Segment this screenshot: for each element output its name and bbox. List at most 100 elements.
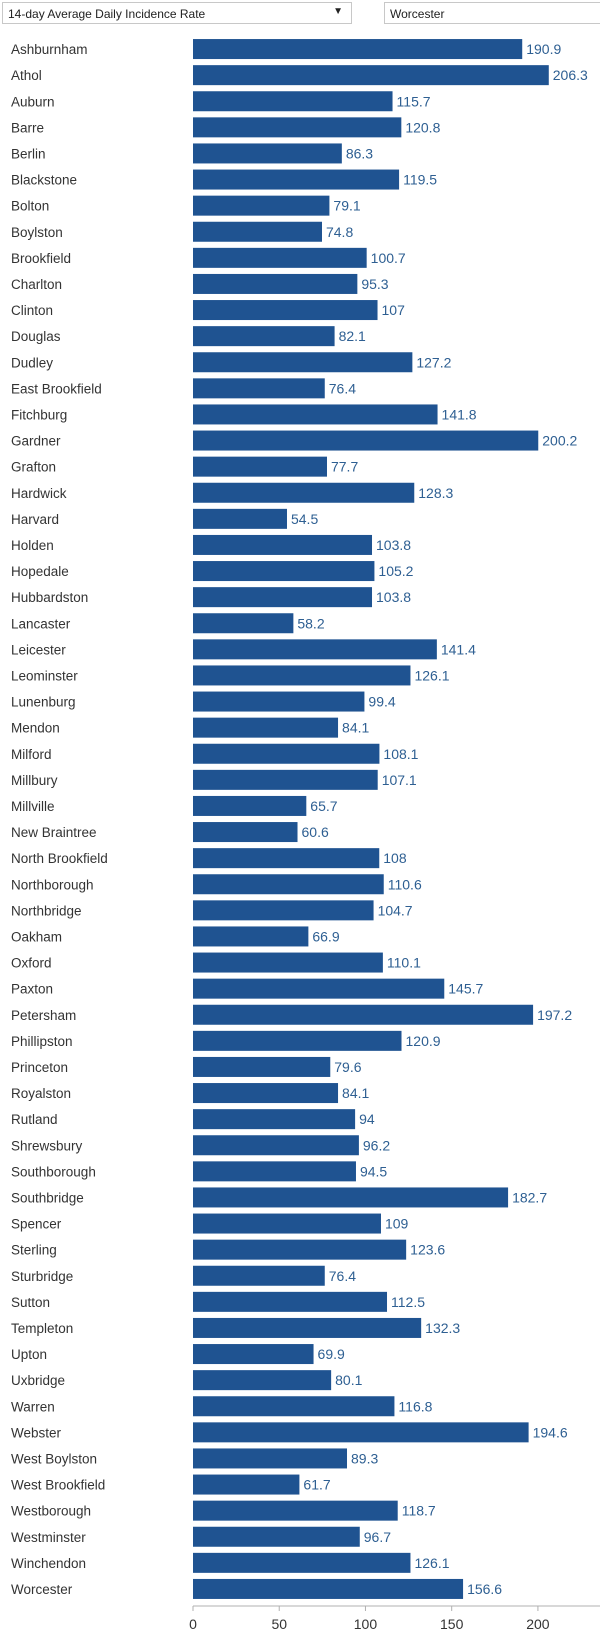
value-label: 100.7 [371, 250, 406, 266]
bar[interactable] [193, 482, 415, 503]
bar[interactable] [193, 221, 322, 242]
bar[interactable] [193, 169, 400, 190]
bar[interactable] [193, 795, 307, 816]
bar[interactable] [193, 1578, 464, 1599]
bar[interactable] [193, 639, 437, 660]
bar[interactable] [193, 39, 523, 60]
bar[interactable] [193, 65, 549, 86]
category-label: Northborough [11, 877, 94, 892]
x-tick-label: 200 [526, 1616, 550, 1632]
value-label: 79.6 [334, 1059, 361, 1075]
bar[interactable] [193, 1109, 356, 1130]
category-label: Ashburnham [11, 42, 88, 57]
value-label: 107.1 [382, 772, 417, 788]
bar[interactable] [193, 300, 378, 321]
bar[interactable] [193, 352, 413, 373]
bar[interactable] [193, 508, 287, 529]
bar[interactable] [193, 1291, 388, 1312]
bar[interactable] [193, 587, 373, 608]
value-label: 116.8 [398, 1398, 432, 1414]
bar[interactable] [193, 404, 438, 425]
category-label: Millville [11, 799, 55, 814]
bar[interactable] [193, 195, 330, 216]
bar[interactable] [193, 769, 378, 790]
category-label: Hopedale [11, 564, 69, 579]
category-label: Brookfield [11, 251, 71, 266]
bar[interactable] [193, 900, 374, 921]
category-label: Sturbridge [11, 1269, 73, 1284]
bar[interactable] [193, 378, 325, 399]
bar[interactable] [193, 1187, 509, 1208]
bar[interactable] [193, 1422, 529, 1443]
category-label: Boylston [11, 225, 63, 240]
value-label: 108 [383, 850, 407, 866]
bar[interactable] [193, 247, 367, 268]
category-label: East Brookfield [11, 381, 102, 396]
bar[interactable] [193, 561, 375, 582]
bar[interactable] [193, 430, 539, 451]
bar[interactable] [193, 1083, 339, 1104]
value-label: 182.7 [512, 1189, 547, 1205]
bar[interactable] [193, 926, 309, 947]
bar[interactable] [193, 848, 380, 869]
bar[interactable] [193, 822, 298, 843]
bar[interactable] [193, 1370, 332, 1391]
value-label: 76.4 [329, 1268, 356, 1284]
bar[interactable] [193, 1161, 356, 1182]
value-label: 76.4 [329, 380, 356, 396]
value-label: 66.9 [312, 928, 339, 944]
bar[interactable] [193, 1317, 422, 1338]
bar[interactable] [193, 326, 335, 347]
bar[interactable] [193, 1213, 381, 1234]
bar[interactable] [193, 743, 380, 764]
bar[interactable] [193, 1239, 407, 1260]
value-label: 126.1 [414, 667, 449, 683]
bar[interactable] [193, 665, 411, 686]
bar[interactable] [193, 613, 294, 634]
bar[interactable] [193, 534, 373, 555]
county-filter[interactable]: Worcester [384, 2, 600, 24]
x-tick-label: 150 [440, 1616, 464, 1632]
bar[interactable] [193, 1474, 300, 1495]
bar[interactable] [193, 1396, 395, 1417]
category-label: Harvard [11, 512, 59, 527]
bar[interactable] [193, 1526, 360, 1547]
category-label: Barre [11, 120, 44, 135]
category-label: Phillipston [11, 1034, 73, 1049]
value-label: 126.1 [414, 1555, 449, 1571]
bar[interactable] [193, 117, 402, 138]
category-label: Holden [11, 538, 54, 553]
bar[interactable] [193, 1004, 534, 1025]
value-label: 54.5 [291, 511, 318, 527]
bar[interactable] [193, 978, 445, 999]
bar[interactable] [193, 143, 342, 164]
bar[interactable] [193, 1344, 314, 1365]
category-label: Warren [11, 1399, 55, 1414]
value-label: 60.6 [302, 824, 329, 840]
bar[interactable] [193, 273, 358, 294]
category-label: Auburn [11, 94, 55, 109]
value-label: 84.1 [342, 1085, 369, 1101]
bar[interactable] [193, 1056, 331, 1077]
bar[interactable] [193, 717, 339, 738]
category-label: Uxbridge [11, 1373, 65, 1388]
metric-dropdown[interactable]: 14-day Average Daily Incidence Rate ▼ [2, 2, 352, 24]
value-label: 80.1 [335, 1372, 362, 1388]
value-label: 190.9 [526, 41, 561, 57]
bar[interactable] [193, 1030, 402, 1051]
bar[interactable] [193, 874, 384, 895]
value-label: 115.7 [397, 93, 431, 109]
bar[interactable] [193, 1135, 359, 1156]
bar[interactable] [193, 91, 393, 112]
category-label: Clinton [11, 303, 53, 318]
bar[interactable] [193, 1500, 398, 1521]
bar[interactable] [193, 456, 327, 477]
value-label: 104.7 [378, 902, 413, 918]
bar[interactable] [193, 691, 365, 712]
category-label: West Brookfield [11, 1478, 105, 1493]
value-label: 58.2 [297, 615, 324, 631]
bar[interactable] [193, 1265, 325, 1286]
bar[interactable] [193, 1552, 411, 1573]
bar[interactable] [193, 952, 383, 973]
bar[interactable] [193, 1448, 348, 1469]
